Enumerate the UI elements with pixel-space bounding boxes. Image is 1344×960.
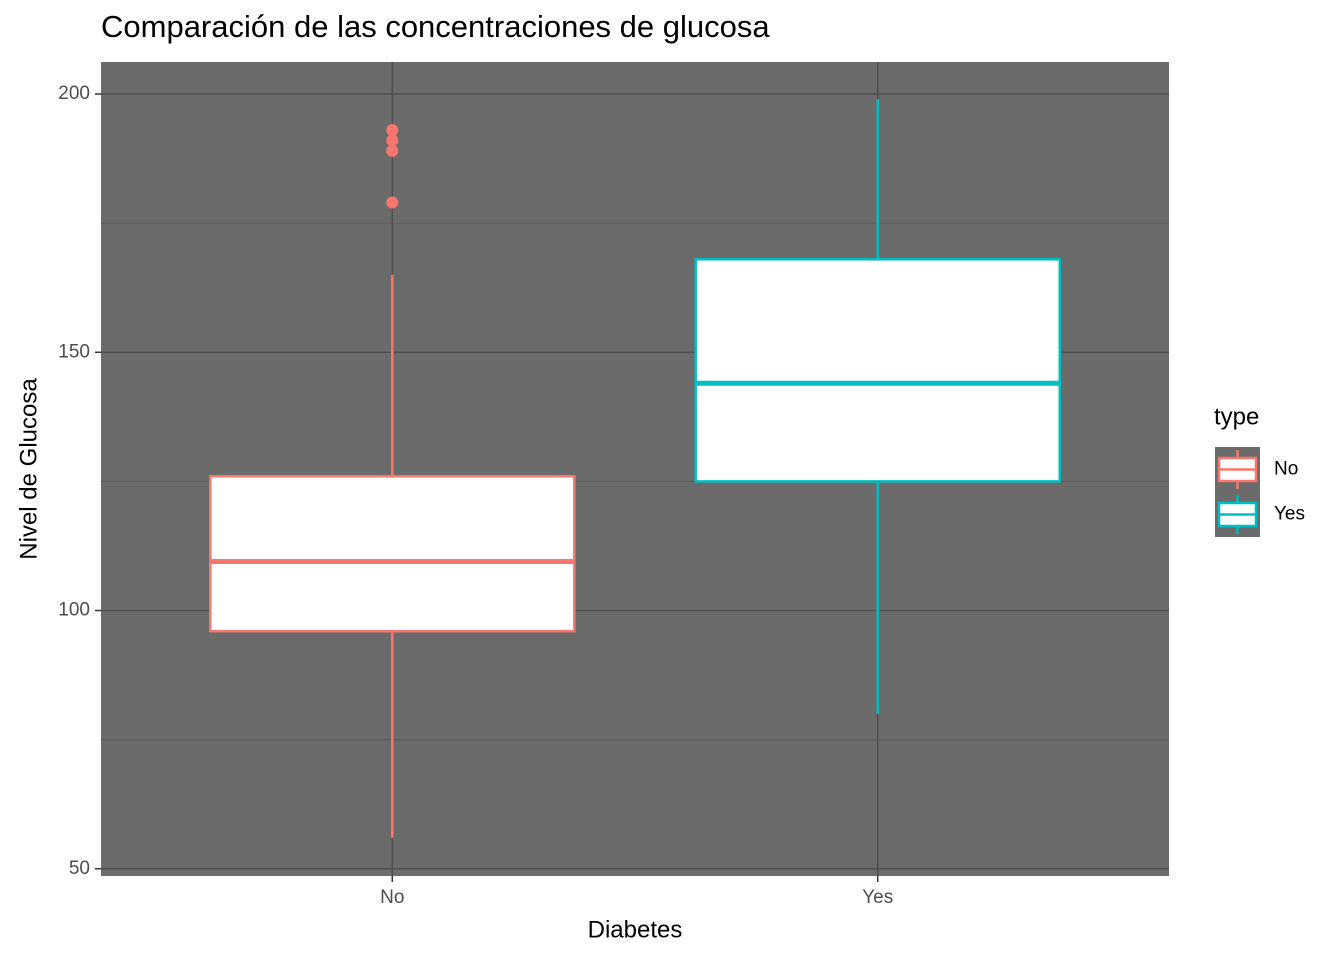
outlier [386,134,399,147]
box [208,474,576,633]
y-tick-label: 50 [69,858,90,879]
x-tick-label: Yes [862,887,893,908]
outlier [386,144,399,157]
chart-title: Comparación de las concentraciones de gl… [101,9,770,44]
outlier [386,196,399,209]
y-tick-label: 100 [58,600,90,621]
y-axis-label: Nivel de Glucosa [15,378,42,560]
y-tick-label: 200 [58,83,90,104]
x-axis-label: Diabetes [588,916,683,943]
y-tick-label: 150 [58,341,90,362]
x-tick-label: No [380,887,404,908]
legend-title: type [1214,403,1259,430]
outlier [386,124,399,137]
legend-label: No [1274,459,1298,480]
box [694,258,1062,483]
legend-label: Yes [1274,504,1305,525]
